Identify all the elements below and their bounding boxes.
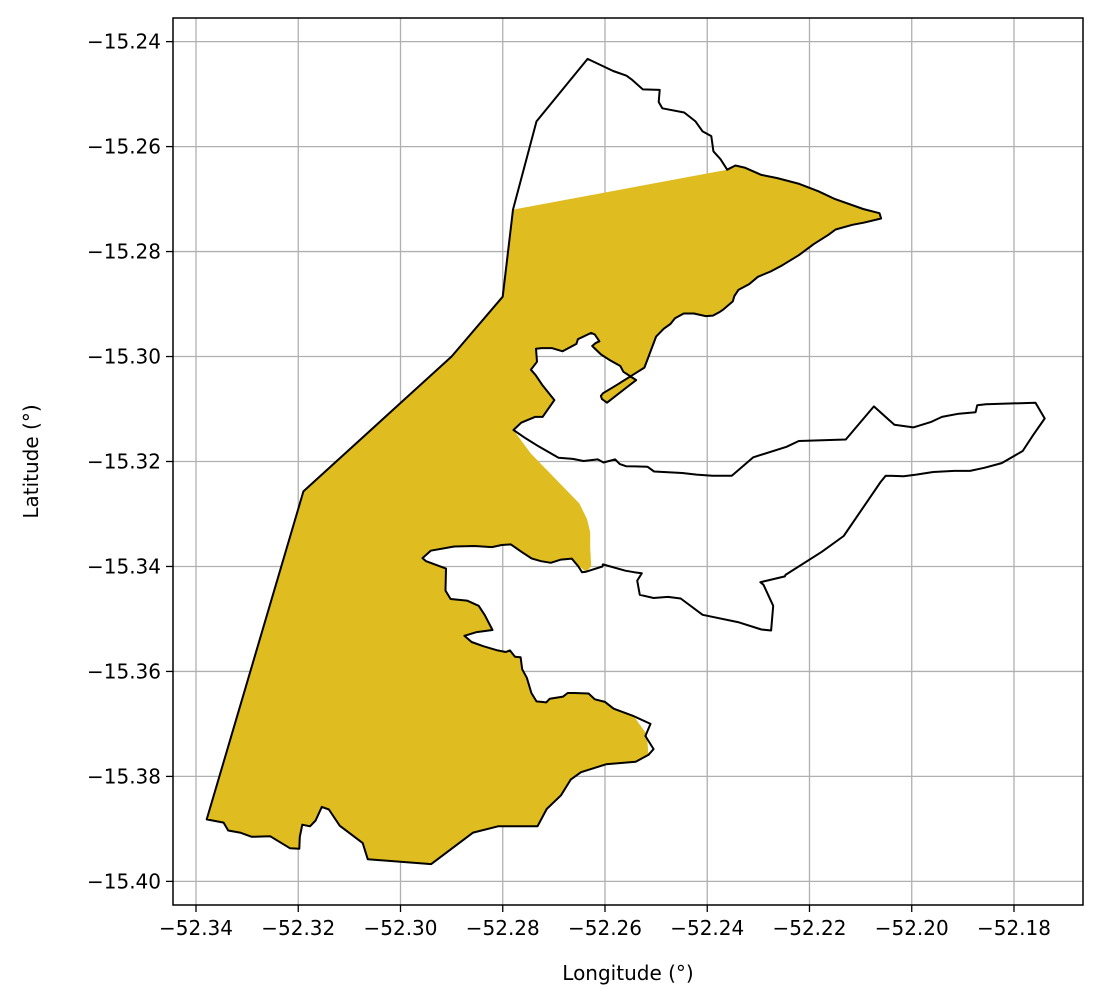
x-tick-label: −52.20 — [875, 916, 949, 940]
y-tick-label: −15.32 — [87, 450, 161, 474]
x-tick-label: −52.30 — [363, 916, 437, 940]
y-tick-label: −15.26 — [87, 135, 161, 159]
boundary-outline — [205, 57, 1046, 866]
y-tick-label: −15.36 — [87, 659, 161, 683]
x-tick-label: −52.26 — [568, 916, 642, 940]
x-tick-label: −52.28 — [466, 916, 540, 940]
x-tick-label: −52.34 — [159, 916, 233, 940]
axis-ticks: −52.34 −52.32 −52.30 −52.28 −52.26 −52.24 −52.… — [87, 30, 1051, 940]
y-tick-label: −15.38 — [87, 764, 161, 788]
x-tick-label: −52.32 — [261, 916, 335, 940]
y-tick-label: −15.40 — [87, 869, 161, 893]
y-tick-label: −15.30 — [87, 345, 161, 369]
y-tick-label: −15.28 — [87, 240, 161, 264]
y-tick-label: −15.24 — [87, 30, 161, 54]
map-shapes — [205, 57, 1046, 866]
y-tick-label: −15.34 — [87, 554, 161, 578]
x-tick-label: −52.24 — [670, 916, 744, 940]
x-tick-label: −52.18 — [977, 916, 1051, 940]
x-tick-label: −52.22 — [772, 916, 846, 940]
filled-region — [206, 165, 882, 865]
y-axis-label: Latitude (°) — [19, 404, 43, 518]
x-axis-label: Longitude (°) — [562, 961, 693, 985]
